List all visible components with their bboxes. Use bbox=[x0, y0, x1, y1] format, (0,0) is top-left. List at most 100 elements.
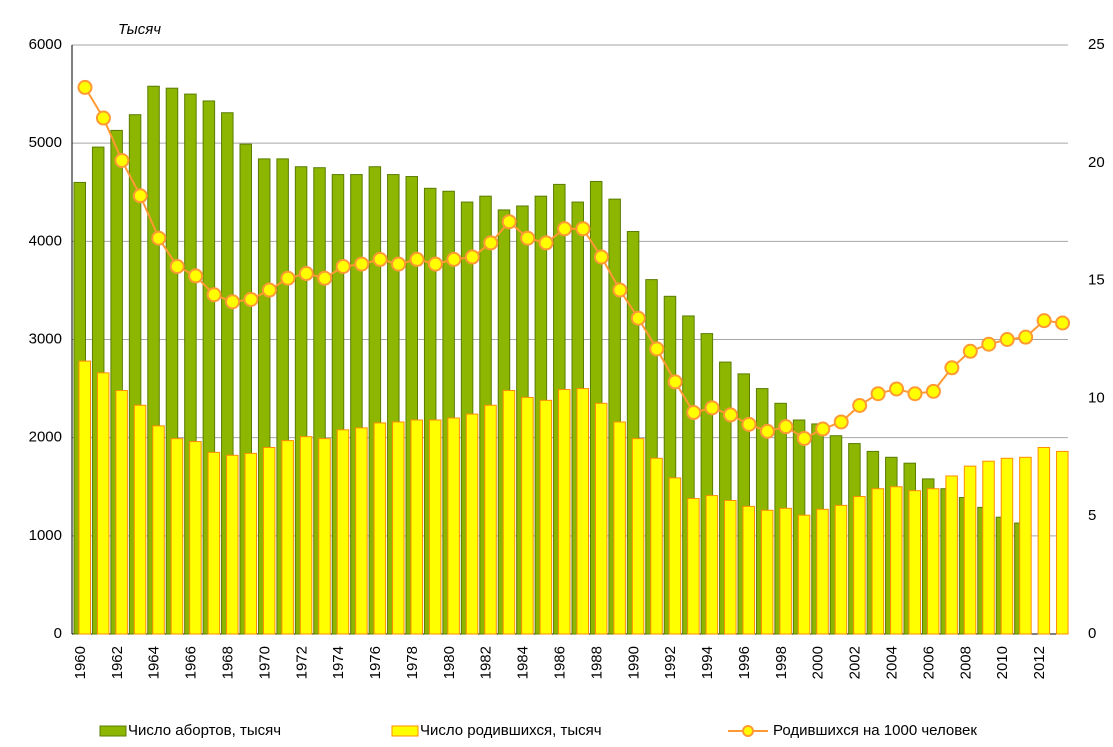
marker bbox=[169, 258, 185, 274]
marker bbox=[723, 407, 739, 423]
marker bbox=[538, 235, 554, 251]
marker bbox=[741, 416, 757, 432]
bar bbox=[502, 390, 516, 635]
marker bbox=[704, 400, 720, 416]
legend-swatch bbox=[742, 725, 754, 737]
x-tick-label: 1976 bbox=[367, 646, 384, 679]
marker bbox=[962, 343, 978, 359]
bar bbox=[96, 372, 110, 635]
x-tick-label: 2006 bbox=[920, 646, 937, 679]
bar bbox=[650, 457, 663, 635]
x-tick-label: 1990 bbox=[625, 646, 642, 679]
marker bbox=[1055, 315, 1071, 331]
bar bbox=[447, 417, 460, 635]
marker bbox=[557, 221, 573, 237]
marker bbox=[649, 341, 665, 357]
bar bbox=[299, 436, 313, 635]
marker bbox=[1036, 313, 1052, 329]
x-tick-label: 2012 bbox=[1031, 646, 1048, 679]
bar bbox=[705, 495, 719, 635]
legend-label: Число абортов, тысяч bbox=[128, 722, 281, 739]
marker bbox=[298, 266, 314, 282]
x-tick-label: 1988 bbox=[588, 646, 605, 679]
bar bbox=[724, 499, 737, 635]
bar bbox=[262, 446, 276, 635]
x-tick-label: 1970 bbox=[256, 646, 273, 679]
marker bbox=[981, 336, 997, 352]
bar bbox=[779, 507, 792, 635]
marker bbox=[243, 291, 259, 307]
x-tick-label: 1982 bbox=[478, 646, 495, 679]
y2-tick-label: 25 bbox=[1088, 36, 1105, 53]
marker bbox=[501, 214, 517, 230]
y-tick-label: 2000 bbox=[29, 429, 62, 446]
marker bbox=[372, 251, 388, 267]
marker bbox=[686, 405, 702, 421]
marker bbox=[907, 386, 923, 402]
bar bbox=[465, 413, 479, 635]
bar bbox=[244, 452, 257, 635]
marker bbox=[261, 282, 277, 298]
marker bbox=[483, 235, 499, 251]
x-tick-label: 1986 bbox=[552, 646, 569, 679]
bar bbox=[834, 504, 848, 635]
legend-swatch bbox=[99, 725, 127, 737]
marker bbox=[391, 256, 407, 272]
x-tick-label: 2010 bbox=[994, 646, 1011, 679]
marker bbox=[815, 421, 831, 437]
x-tick-label: 1980 bbox=[441, 646, 458, 679]
bar bbox=[521, 396, 534, 635]
y-tick-label: 6000 bbox=[29, 36, 62, 53]
bar bbox=[207, 451, 221, 635]
marker bbox=[151, 230, 167, 246]
y-tick-label: 5000 bbox=[29, 134, 62, 151]
bar bbox=[576, 388, 589, 635]
marker bbox=[593, 249, 609, 265]
y2-tick-label: 20 bbox=[1088, 154, 1105, 171]
bar bbox=[594, 402, 608, 635]
x-tick-label: 2002 bbox=[847, 646, 864, 679]
bar bbox=[631, 438, 645, 635]
bar bbox=[687, 498, 700, 635]
marker bbox=[833, 414, 849, 430]
marker bbox=[427, 256, 443, 272]
x-tick-label: 1978 bbox=[404, 646, 421, 679]
marker bbox=[778, 419, 794, 435]
marker bbox=[889, 381, 905, 397]
x-tick-label: 1998 bbox=[773, 646, 790, 679]
marker bbox=[759, 423, 775, 439]
marker bbox=[95, 110, 111, 126]
bar bbox=[871, 488, 885, 635]
bar bbox=[355, 427, 368, 635]
marker bbox=[999, 332, 1015, 347]
x-tick-label: 1966 bbox=[183, 646, 200, 679]
x-tick-label: 1994 bbox=[699, 646, 716, 679]
bar bbox=[908, 490, 921, 635]
marker bbox=[612, 282, 628, 298]
x-tick-label: 1996 bbox=[736, 646, 753, 679]
marker bbox=[132, 188, 148, 204]
bar bbox=[226, 454, 239, 635]
x-tick-label: 1962 bbox=[109, 646, 126, 679]
bar bbox=[189, 441, 202, 635]
marker bbox=[870, 386, 886, 402]
bar bbox=[613, 421, 626, 635]
marker bbox=[77, 79, 93, 95]
bar bbox=[1056, 450, 1069, 635]
bar bbox=[668, 477, 682, 635]
bar bbox=[945, 475, 958, 635]
marker bbox=[280, 270, 296, 286]
bar bbox=[853, 496, 866, 635]
bar bbox=[558, 389, 571, 635]
y-tick-label: 3000 bbox=[29, 330, 62, 347]
bar bbox=[890, 486, 903, 635]
bar bbox=[1019, 456, 1032, 635]
bar bbox=[170, 438, 184, 635]
marker bbox=[188, 268, 204, 284]
bar bbox=[742, 505, 755, 635]
marker bbox=[944, 360, 960, 376]
x-tick-label: 1972 bbox=[293, 646, 310, 679]
bar bbox=[281, 440, 294, 635]
bar bbox=[1037, 446, 1051, 635]
